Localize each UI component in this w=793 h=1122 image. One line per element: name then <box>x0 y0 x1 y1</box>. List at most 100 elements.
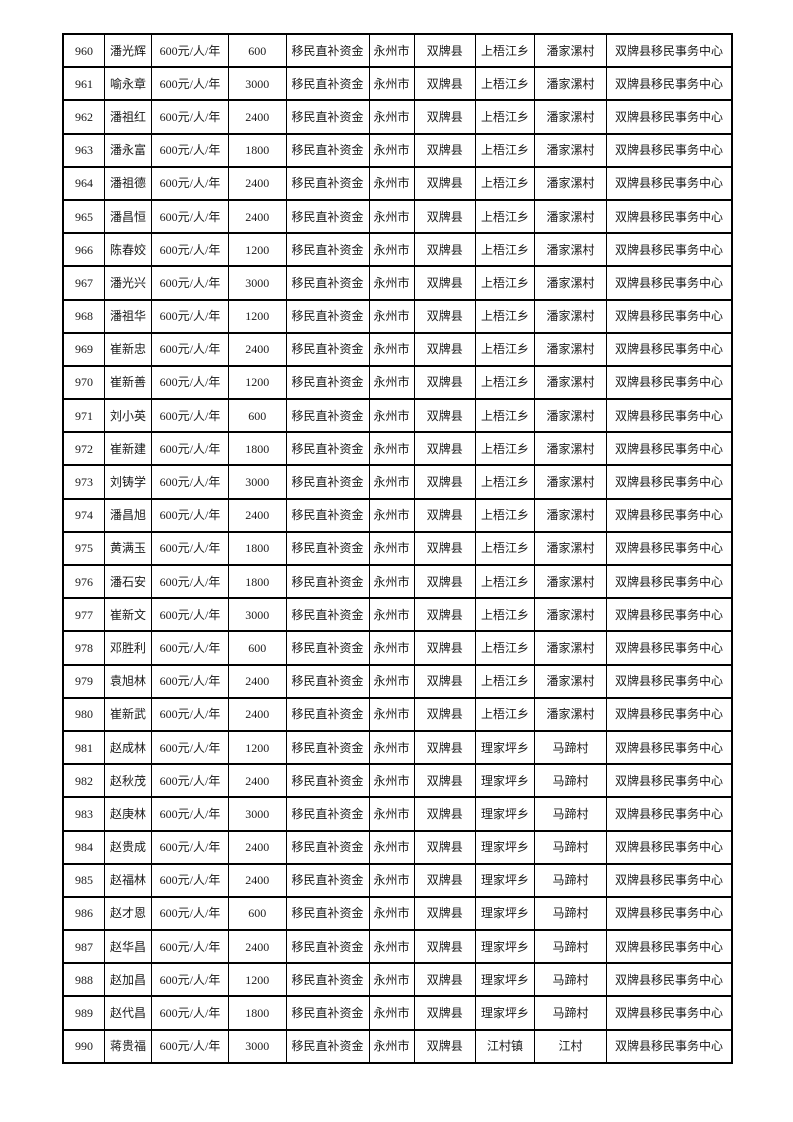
amount-cell: 1800 <box>228 563 287 600</box>
county-cell: 双牌县 <box>413 563 476 600</box>
city-cell: 永州市 <box>368 364 415 401</box>
township-cell: 理家坪乡 <box>475 796 535 832</box>
township-cell: 上梧江乡 <box>475 298 535 334</box>
agency-cell: 双牌县移民事务中心 <box>606 265 733 301</box>
fund-cell: 移民直补资金 <box>285 597 370 633</box>
name-cell: 赵秋茂 <box>104 763 152 799</box>
fund-cell: 移民直补资金 <box>285 398 370 434</box>
table-row: 968 潘祖华 600元/人/年 1200 移民直补资金 永州市 双牌县 上梧江乡 潘家漯村 双牌… <box>62 298 733 334</box>
amount-cell: 2400 <box>228 99 287 135</box>
village-cell: 马蹄村 <box>534 763 607 799</box>
amount-cell: 1200 <box>228 962 287 998</box>
township-cell: 上梧江乡 <box>475 630 535 666</box>
agency-cell: 双牌县移民事务中心 <box>606 165 733 201</box>
name-cell: 袁旭林 <box>104 663 152 699</box>
agency-cell: 双牌县移民事务中心 <box>606 962 733 998</box>
city-cell: 永州市 <box>368 1028 415 1064</box>
county-cell: 双牌县 <box>413 696 476 732</box>
city-cell: 永州市 <box>368 597 415 633</box>
no-cell: 961 <box>62 66 105 102</box>
village-cell: 马蹄村 <box>534 862 607 898</box>
county-cell: 双牌县 <box>413 796 476 832</box>
fund-cell: 移民直补资金 <box>285 829 370 865</box>
county-cell: 双牌县 <box>413 331 476 367</box>
standard-cell: 600元/人/年 <box>151 696 229 732</box>
county-cell: 双牌县 <box>413 265 476 301</box>
standard-cell: 600元/人/年 <box>151 530 229 567</box>
village-cell: 潘家漯村 <box>534 232 607 268</box>
village-cell: 潘家漯村 <box>534 364 607 401</box>
county-cell: 双牌县 <box>413 431 476 467</box>
subsidy-table: 960 潘光辉 600元/人/年 600 移民直补资金 永州市 双牌县 上梧江乡 潘家漯村 双牌县… <box>62 32 733 1064</box>
amount-cell: 600 <box>228 32 287 69</box>
fund-cell: 移民直补资金 <box>285 364 370 401</box>
standard-cell: 600元/人/年 <box>151 796 229 832</box>
village-cell: 潘家漯村 <box>534 132 607 168</box>
table-row: 979 袁旭林 600元/人/年 2400 移民直补资金 永州市 双牌县 上梧江乡 潘家漯村 双牌… <box>62 663 733 699</box>
county-cell: 双牌县 <box>413 32 476 69</box>
standard-cell: 600元/人/年 <box>151 597 229 633</box>
standard-cell: 600元/人/年 <box>151 165 229 201</box>
table-row: 973 刘铸学 600元/人/年 3000 移民直补资金 永州市 双牌县 上梧江乡 潘家漯村 双牌… <box>62 464 733 500</box>
agency-cell: 双牌县移民事务中心 <box>606 862 733 898</box>
name-cell: 陈春姣 <box>104 232 152 268</box>
no-cell: 980 <box>62 696 105 732</box>
city-cell: 永州市 <box>368 298 415 334</box>
county-cell: 双牌县 <box>413 198 476 235</box>
standard-cell: 600元/人/年 <box>151 398 229 434</box>
township-cell: 江村镇 <box>475 1028 535 1064</box>
county-cell: 双牌县 <box>413 862 476 898</box>
township-cell: 上梧江乡 <box>475 364 535 401</box>
standard-cell: 600元/人/年 <box>151 331 229 367</box>
standard-cell: 600元/人/年 <box>151 431 229 467</box>
amount-cell: 1200 <box>228 364 287 401</box>
name-cell: 崔新建 <box>104 431 152 467</box>
name-cell: 赵贵成 <box>104 829 152 865</box>
village-cell: 潘家漯村 <box>534 99 607 135</box>
amount-cell: 1800 <box>228 431 287 467</box>
table-row: 977 崔新文 600元/人/年 3000 移民直补资金 永州市 双牌县 上梧江乡 潘家漯村 双牌… <box>62 597 733 633</box>
table-row: 983 赵庚林 600元/人/年 3000 移民直补资金 永州市 双牌县 理家坪乡 马蹄村 双牌县… <box>62 796 733 832</box>
amount-cell: 1800 <box>228 995 287 1031</box>
no-cell: 973 <box>62 464 105 500</box>
amount-cell: 600 <box>228 630 287 666</box>
county-cell: 双牌县 <box>413 895 476 932</box>
no-cell: 985 <box>62 862 105 898</box>
village-cell: 潘家漯村 <box>534 630 607 666</box>
village-cell: 潘家漯村 <box>534 431 607 467</box>
township-cell: 上梧江乡 <box>475 198 535 235</box>
no-cell: 969 <box>62 331 105 367</box>
table-row: 981 赵成林 600元/人/年 1200 移民直补资金 永州市 双牌县 理家坪乡 马蹄村 双牌县… <box>62 729 733 766</box>
city-cell: 永州市 <box>368 398 415 434</box>
township-cell: 上梧江乡 <box>475 132 535 168</box>
city-cell: 永州市 <box>368 265 415 301</box>
city-cell: 永州市 <box>368 895 415 932</box>
amount-cell: 3000 <box>228 1028 287 1064</box>
table-row: 984 赵贵成 600元/人/年 2400 移民直补资金 永州市 双牌县 理家坪乡 马蹄村 双牌县… <box>62 829 733 865</box>
standard-cell: 600元/人/年 <box>151 962 229 998</box>
name-cell: 崔新武 <box>104 696 152 732</box>
table-row: 976 潘石安 600元/人/年 1800 移民直补资金 永州市 双牌县 上梧江乡 潘家漯村 双牌… <box>62 563 733 600</box>
standard-cell: 600元/人/年 <box>151 265 229 301</box>
table-row: 970 崔新善 600元/人/年 1200 移民直补资金 永州市 双牌县 上梧江乡 潘家漯村 双牌… <box>62 364 733 401</box>
table-row: 972 崔新建 600元/人/年 1800 移民直补资金 永州市 双牌县 上梧江乡 潘家漯村 双牌… <box>62 431 733 467</box>
standard-cell: 600元/人/年 <box>151 198 229 235</box>
name-cell: 潘光辉 <box>104 32 152 69</box>
fund-cell: 移民直补资金 <box>285 66 370 102</box>
amount-cell: 600 <box>228 398 287 434</box>
standard-cell: 600元/人/年 <box>151 995 229 1031</box>
city-cell: 永州市 <box>368 165 415 201</box>
agency-cell: 双牌县移民事务中心 <box>606 364 733 401</box>
standard-cell: 600元/人/年 <box>151 895 229 932</box>
village-cell: 马蹄村 <box>534 962 607 998</box>
name-cell: 崔新文 <box>104 597 152 633</box>
no-cell: 988 <box>62 962 105 998</box>
township-cell: 上梧江乡 <box>475 99 535 135</box>
standard-cell: 600元/人/年 <box>151 464 229 500</box>
standard-cell: 600元/人/年 <box>151 497 229 533</box>
name-cell: 潘祖德 <box>104 165 152 201</box>
name-cell: 潘昌旭 <box>104 497 152 533</box>
agency-cell: 双牌县移民事务中心 <box>606 198 733 235</box>
table-row: 978 邓胜利 600元/人/年 600 移民直补资金 永州市 双牌县 上梧江乡 潘家漯村 双牌县… <box>62 630 733 666</box>
agency-cell: 双牌县移民事务中心 <box>606 530 733 567</box>
